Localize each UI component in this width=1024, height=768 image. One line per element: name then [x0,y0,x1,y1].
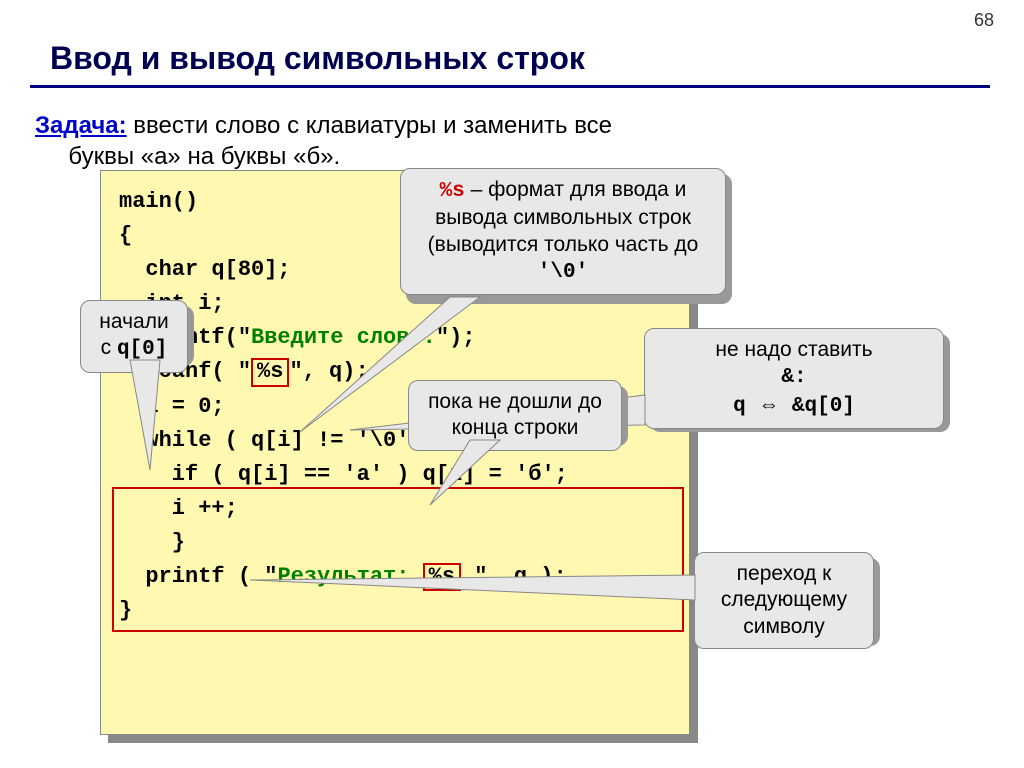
callout4-pointer [430,440,510,510]
callout1-l2b: q[0] [117,338,167,361]
callout1-pointer [120,360,180,480]
callout2: %s – формат для ввода и вывода символьны… [400,168,726,295]
callout2-l4: '\0' [538,261,588,284]
callout3-l3c: &q[0] [779,395,855,418]
code-l6-highlight: %s [251,358,289,386]
callout3-l3b: ⇔ [758,393,779,416]
callout4-l2: конца строки [452,416,579,439]
callout2-l3: (выводится только часть до [428,233,699,256]
callout3-l2: &: [781,366,806,389]
callout5-l3: символу [743,615,825,638]
task-line2: буквы «а» на буквы «б». [68,143,340,170]
callout2-l2: вывода символьных строк [435,206,691,229]
callout1-l1: начали [99,310,168,333]
callout5-pointer [250,570,700,610]
callout3: не надо ставить &: q ⇔ &q[0] [644,328,944,429]
callout5: переход к следующему символу [694,552,874,649]
callout1-l2a: с [101,336,117,359]
page-title: Ввод и вывод символьных строк [50,40,585,77]
code-l1: main() [119,189,198,214]
task-label: Задача: [35,112,127,139]
callout2-b: – формат для ввода и [465,178,687,201]
callout2-a: %s [440,180,465,203]
page-number: 68 [974,10,994,31]
callout3-l3a: q [733,395,758,418]
code-l3: char q[80]; [119,257,291,282]
callout3-l1: не надо ставить [715,338,872,361]
callout4-l1: пока не дошли до [428,390,602,413]
code-l2: { [119,223,132,248]
title-underline [30,85,990,88]
callout5-l1: переход к [737,562,832,585]
task-line1: ввести слово с клавиатуры и заменить все [127,112,612,139]
red-box-while [112,487,684,632]
task-text: Задача: ввести слово с клавиатуры и заме… [35,110,612,172]
callout5-l2: следующему [721,588,847,611]
